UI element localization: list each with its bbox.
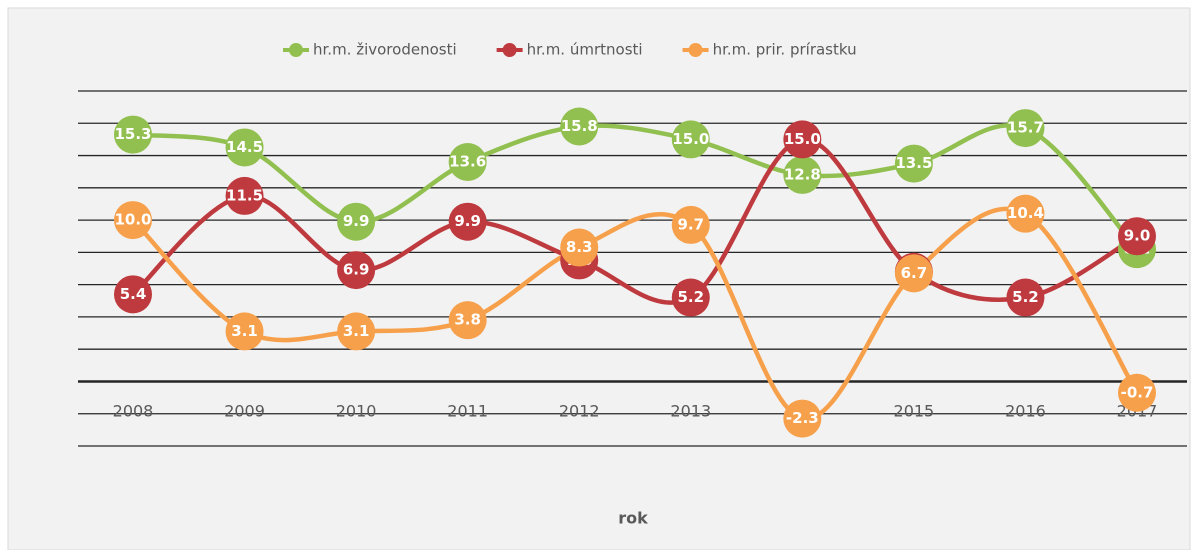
data-point: [114, 201, 152, 240]
legend-marker: [289, 43, 303, 57]
data-point: [225, 128, 264, 167]
legend-label: hr.m. živorodenosti: [313, 41, 457, 59]
x-tick-label: 2011: [447, 402, 488, 421]
data-label: 5.2: [677, 288, 704, 306]
data-point: [671, 278, 710, 317]
data-point: [1118, 217, 1156, 256]
data-point: [114, 115, 152, 154]
data-point: [448, 202, 487, 241]
data-point: [783, 155, 822, 194]
legend-item: hr.m. úmrtnosti: [496, 41, 643, 59]
legend-item: hr.m. prir. prírastku: [682, 41, 857, 59]
x-tick-label: 2008: [113, 402, 154, 421]
data-label: 10.4: [1007, 204, 1044, 222]
data-label: 13.6: [449, 153, 486, 171]
data-point: [560, 228, 599, 267]
data-point: [1006, 278, 1045, 317]
data-point: [337, 312, 376, 351]
data-point: [671, 205, 710, 244]
data-label: 15.3: [114, 125, 151, 143]
data-point: [894, 144, 933, 183]
data-label: 6.7: [901, 264, 928, 282]
data-label: 15.7: [1007, 119, 1044, 137]
data-label: 6.9: [343, 261, 370, 279]
legend-item: hr.m. živorodenosti: [283, 41, 457, 59]
data-point: [1118, 373, 1156, 412]
x-tick-label: 2015: [894, 402, 935, 421]
data-label: 8.3: [566, 238, 593, 256]
data-label: 9.9: [343, 212, 370, 230]
x-tick-label: 2016: [1005, 402, 1046, 421]
data-point: [225, 312, 264, 351]
legend-label: hr.m. úmrtnosti: [527, 41, 643, 59]
data-label: 15.0: [784, 130, 821, 148]
data-label: 3.1: [343, 322, 370, 340]
x-tick-label: 2013: [670, 402, 711, 421]
data-label: 5.4: [120, 285, 147, 303]
data-label: 12.8: [784, 165, 821, 183]
data-point: [783, 120, 822, 159]
data-point: [337, 202, 376, 241]
series-line: [131, 137, 1139, 305]
legend-marker: [688, 43, 703, 57]
data-label: 15.0: [672, 130, 709, 148]
data-point: [1006, 194, 1045, 233]
chart-background: [7, 7, 1191, 550]
data-point: [783, 399, 822, 438]
data-point: [1006, 109, 1045, 148]
data-label: 15.8: [561, 117, 598, 135]
data-label: 10.0: [114, 211, 151, 229]
data-point: [560, 107, 599, 146]
data-label: 9.7: [677, 215, 704, 233]
data-label: 5.2: [1012, 288, 1039, 306]
data-label: 3.8: [454, 311, 481, 329]
data-point: [448, 143, 487, 181]
series-line: [132, 123, 1139, 251]
data-label: 9.0: [1124, 227, 1151, 245]
x-tick-label: 2009: [224, 402, 265, 421]
data-point: [337, 251, 376, 290]
data-point: [448, 301, 487, 340]
data-label: -0.7: [1121, 383, 1154, 401]
data-label: 3.1: [231, 322, 258, 340]
legend-label: hr.m. prir. prírastku: [713, 41, 857, 59]
legend-marker: [502, 43, 517, 57]
x-tick-label: 2010: [336, 402, 377, 421]
data-label: 11.5: [226, 186, 263, 204]
x-tick-label: 2012: [559, 402, 600, 421]
data-label: 14.5: [226, 138, 263, 156]
x-axis-title: rok: [618, 509, 648, 528]
data-point: [225, 176, 264, 215]
data-label: 9.9: [454, 212, 481, 230]
data-label: -2.3: [786, 409, 819, 427]
data-point: [894, 254, 933, 293]
data-point: [671, 120, 710, 159]
data-point: [114, 275, 152, 314]
data-label: 13.5: [895, 154, 932, 172]
